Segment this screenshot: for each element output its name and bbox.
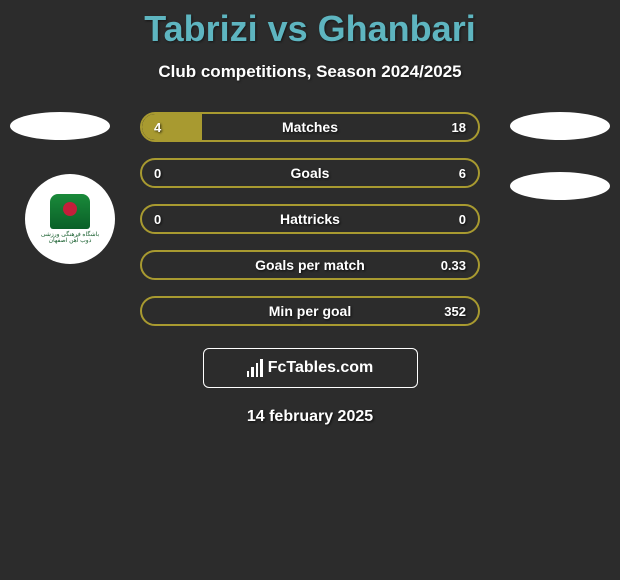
player-left-oval-top [10, 112, 110, 140]
date-text: 14 february 2025 [0, 408, 620, 426]
stat-right-value: 0 [459, 212, 466, 227]
stat-left-value: 4 [154, 120, 161, 135]
stat-right-value: 6 [459, 166, 466, 181]
chart-icon [247, 359, 265, 377]
stat-row-hattricks: 0 Hattricks 0 [140, 204, 480, 234]
club-logo-left: باشگاه فرهنگى ورزشى ذوب آهن اصفهان [25, 174, 115, 264]
stat-label: Matches [282, 119, 338, 135]
stats-container: 4 Matches 18 0 Goals 6 0 Hattricks 0 Goa… [140, 112, 480, 326]
stat-label: Goals [291, 165, 330, 181]
content-area: باشگاه فرهنگى ورزشى ذوب آهن اصفهان 4 Mat… [0, 112, 620, 426]
stat-row-matches: 4 Matches 18 [140, 112, 480, 142]
subtitle: Club competitions, Season 2024/2025 [0, 62, 620, 82]
stat-label: Min per goal [269, 303, 351, 319]
stat-left-value: 0 [154, 212, 161, 227]
stat-right-value: 18 [452, 120, 466, 135]
stat-label: Hattricks [280, 211, 340, 227]
player-right-oval-bottom [510, 172, 610, 200]
brand-link[interactable]: FcTables.com [203, 348, 418, 388]
stat-label: Goals per match [255, 257, 365, 273]
stat-row-min-per-goal: Min per goal 352 [140, 296, 480, 326]
stat-row-goals: 0 Goals 6 [140, 158, 480, 188]
page-title: Tabrizi vs Ghanbari [0, 0, 620, 50]
stat-left-value: 0 [154, 166, 161, 181]
player-right-oval-top [510, 112, 610, 140]
club-logo-text-2: ذوب آهن اصفهان [49, 238, 92, 244]
brand-text: FcTables.com [268, 359, 374, 377]
stat-right-value: 352 [444, 304, 466, 319]
stat-row-goals-per-match: Goals per match 0.33 [140, 250, 480, 280]
stat-right-value: 0.33 [441, 258, 466, 273]
club-logo-icon: باشگاه فرهنگى ورزشى ذوب آهن اصفهان [35, 184, 105, 254]
stat-fill [142, 114, 202, 140]
